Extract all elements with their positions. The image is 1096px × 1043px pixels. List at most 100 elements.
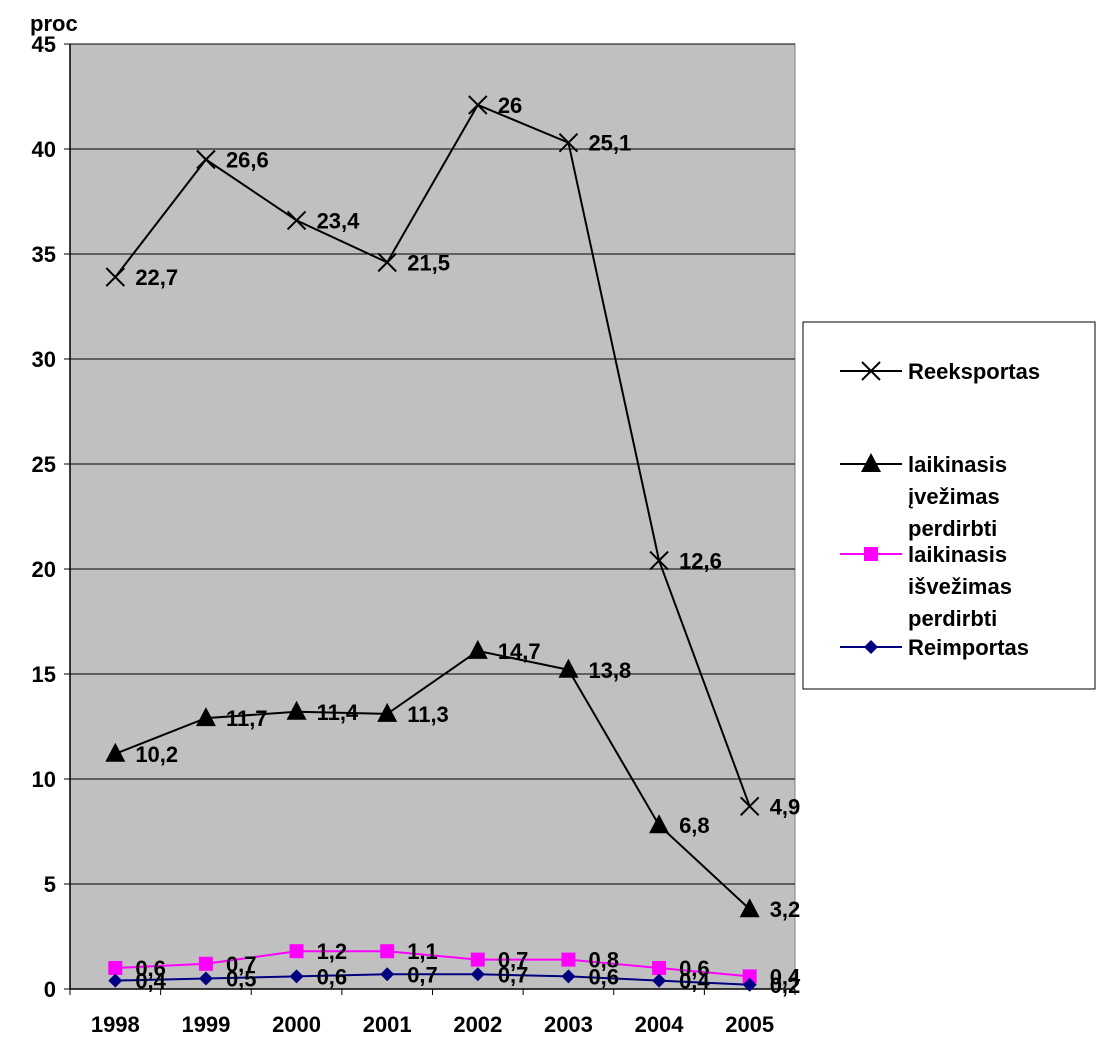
grid-lines: [70, 43, 795, 885]
x-tick-label: 2000: [272, 1012, 321, 1037]
data-label: 0,4: [770, 964, 801, 989]
square-marker: [380, 944, 395, 959]
triangle-marker: [861, 453, 881, 472]
data-label: 0,5: [226, 967, 257, 992]
data-label: 14,7: [498, 639, 541, 664]
x-marker: [739, 796, 760, 817]
data-label: 0,7: [498, 962, 529, 987]
x-tick-label: 2002: [453, 1012, 502, 1037]
series-line: [114, 103, 751, 807]
series-line: [114, 649, 751, 910]
y-tick-label: 15: [32, 662, 56, 687]
square-marker: [864, 547, 878, 561]
diamond-marker: [742, 977, 757, 992]
y-axis-ticks: 0 5 10 15 20 25 30 35 40 45: [32, 32, 70, 1002]
x-tick-label: 2005: [725, 1012, 774, 1037]
diamond-marker: [561, 969, 576, 984]
data-labels: 22,7 26,6 23,4 21,5 26 25,1 12,6 4,9 10,2 11,7 11,…: [135, 93, 801, 998]
data-label: 21,5: [407, 250, 450, 275]
diamond-marker: [470, 967, 485, 982]
data-label: 0,6: [135, 956, 166, 981]
triangle-marker: [649, 814, 670, 834]
series-2: [108, 944, 757, 984]
data-label: 11,3: [407, 702, 449, 727]
series-0: [105, 95, 760, 817]
x-tick-label: 1999: [181, 1012, 230, 1037]
square-marker: [561, 952, 576, 967]
diamond-marker: [652, 973, 667, 988]
x-marker: [105, 267, 126, 287]
data-label: 4,9: [770, 794, 801, 819]
square-marker: [470, 952, 485, 967]
data-label: 6,8: [679, 813, 710, 838]
data-label: 0,7: [498, 948, 529, 973]
x-marker: [377, 252, 397, 273]
x-tick-label: 2001: [363, 1012, 412, 1037]
x-marker: [468, 95, 488, 115]
y-tick-label: 35: [32, 242, 56, 267]
y-tick-label: 10: [32, 767, 56, 792]
legend-entry: laikinasis įvežimas perdirbti: [840, 452, 1007, 541]
triangle-marker: [377, 702, 398, 722]
diamond-marker: [198, 971, 213, 986]
data-label: 0,7: [226, 952, 257, 977]
triangle-marker: [286, 700, 307, 720]
x-tick-label: 2004: [635, 1012, 685, 1037]
triangle-marker: [558, 658, 579, 678]
data-label: 26: [498, 93, 522, 118]
y-tick-label: 5: [44, 872, 56, 897]
diamond-marker: [864, 640, 878, 654]
legend-entry: Reeksportas: [840, 359, 1040, 384]
data-label: 10,2: [135, 742, 178, 767]
data-label: 1,1: [407, 939, 438, 964]
data-label: 0,6: [588, 964, 619, 989]
series-group: [105, 95, 760, 992]
data-label: 22,7: [135, 265, 178, 290]
series-line: [115, 950, 750, 978]
x-marker: [558, 132, 579, 153]
y-tick-label: 20: [32, 557, 56, 582]
series-3: [108, 967, 757, 992]
data-label: 3,2: [770, 897, 801, 922]
data-label: 0,2: [770, 973, 801, 998]
series-line: [115, 973, 750, 986]
diamond-marker: [380, 967, 395, 982]
legend-label: Reimportas: [908, 635, 1029, 660]
data-label: 23,4: [317, 208, 361, 233]
triangle-marker: [195, 707, 216, 727]
data-label: 26,6: [226, 148, 269, 173]
square-marker: [108, 961, 123, 975]
data-label: 0,4: [679, 969, 710, 994]
x-marker: [861, 361, 881, 381]
data-label: 0,6: [317, 964, 348, 989]
plot-area: [69, 43, 796, 990]
x-tick-label: 2003: [544, 1012, 593, 1037]
series-1: [105, 639, 760, 918]
y-tick-label: 25: [32, 452, 56, 477]
y-tick-label: 45: [32, 32, 56, 57]
x-marker: [196, 149, 216, 170]
x-marker: [286, 210, 307, 231]
legend-label: Reeksportas: [908, 359, 1040, 384]
triangle-marker: [105, 742, 126, 762]
x-axis-ticks: 1998 1999 2000 2001 2002 2003 2004 2005: [69, 989, 796, 1037]
data-label: 0,7: [407, 962, 438, 987]
square-marker: [198, 956, 213, 971]
square-marker: [652, 961, 667, 975]
legend-label: laikinasis įvežimas perdirbti: [908, 452, 1007, 541]
legend-label: laikinasis išvežimas perdirbti: [908, 542, 1012, 631]
square-marker: [289, 944, 304, 959]
data-label: 11,7: [226, 706, 268, 731]
data-label: 1,2: [317, 939, 348, 964]
data-label: 0,6: [679, 956, 710, 981]
data-label: 13,8: [588, 658, 631, 683]
data-label: 0,8: [588, 948, 619, 973]
data-label: 25,1: [588, 131, 631, 156]
square-marker: [742, 969, 757, 984]
diamond-marker: [289, 969, 304, 984]
triangle-marker: [739, 898, 760, 918]
y-tick-label: 30: [32, 347, 56, 372]
legend-entry: laikinasis išvežimas perdirbti: [840, 542, 1012, 631]
y-tick-label: 0: [44, 977, 56, 1002]
